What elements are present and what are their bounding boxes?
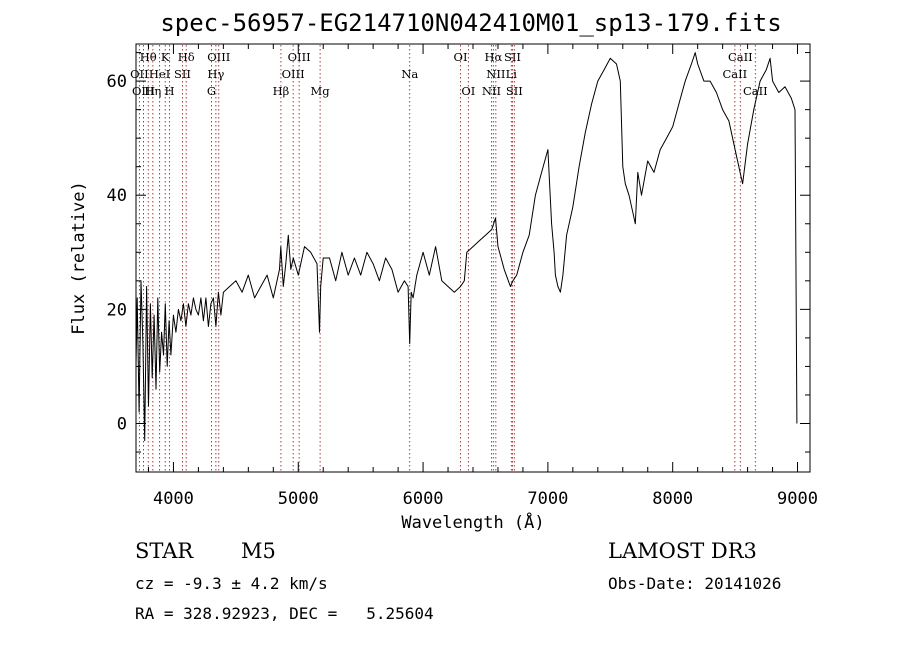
emission-line-label: CaII [728, 50, 753, 64]
y-tick-label: 40 [107, 186, 127, 206]
emission-line-label: OI [461, 84, 475, 98]
emission-line-label: OIII [282, 67, 305, 81]
observation-date: Obs-Date: 20141026 [608, 574, 782, 593]
emission-line-label: CaII [722, 67, 747, 81]
emission-line-label: SII [504, 50, 521, 64]
sky-coordinates: RA = 328.92923, DEC = 5.25604 [135, 604, 434, 623]
emission-line-label: Mg [311, 84, 331, 98]
spectrum-line [135, 52, 798, 442]
y-tick-label: 0 [117, 414, 127, 434]
emission-line-labels: Hθ OII OIII K HeI Hη SII H Hδ OIII Hγ G OIII OIII Hβ Mg… [130, 50, 768, 98]
emission-line-label: Hθ [140, 50, 157, 64]
emission-line-label: Hα [484, 50, 502, 64]
x-tick-label: 5000 [278, 489, 319, 509]
emission-line-label: Hγ [207, 67, 224, 81]
emission-line-label: SII [174, 67, 191, 81]
x-tick-label: 7000 [527, 489, 568, 509]
x-axis: 4000 5000 6000 7000 8000 9000 [147, 44, 818, 509]
emission-line-label: OII [130, 67, 149, 81]
chart-title: spec-56957-EG214710N042410M01_sp13-179.f… [160, 9, 781, 37]
x-tick-label: 6000 [403, 489, 444, 509]
x-tick-label: 9000 [777, 489, 818, 509]
redshift-velocity: cz = -9.3 ± 4.2 km/s [135, 574, 328, 593]
emission-line-label: K [161, 50, 170, 64]
x-axis-label: Wavelength (Å) [401, 511, 544, 533]
survey-name: LAMOST DR3 [608, 539, 757, 563]
plot-frame [135, 43, 811, 473]
x-tick-label: 8000 [652, 489, 693, 509]
emission-line-label: NII [486, 67, 505, 81]
emission-line-label: Hδ [178, 50, 195, 64]
object-subclass: M5 [241, 539, 276, 563]
emission-line-label: OI [454, 50, 468, 64]
emission-line-label: CaII [743, 84, 768, 98]
emission-line-label: H [165, 84, 175, 98]
emission-line-label: Hη [144, 84, 161, 98]
y-axis: 0 20 40 60 [107, 52, 810, 453]
object-type: STAR [135, 539, 194, 563]
emission-line-label: Na [401, 67, 418, 81]
y-tick-label: 20 [107, 300, 127, 320]
y-tick-label: 60 [107, 72, 127, 92]
x-tick-label: 4000 [153, 489, 194, 509]
emission-line-label: NII [482, 84, 501, 98]
emission-line-label: OIII [288, 50, 311, 64]
emission-line-label: HeI [149, 67, 170, 81]
emission-line-label: OIII [132, 84, 155, 98]
y-axis-label: Flux (relative) [69, 181, 89, 335]
emission-line-label: Hβ [273, 84, 290, 98]
emission-line-label: G [207, 84, 216, 98]
emission-line-markers [138, 45, 756, 471]
emission-line-label: SII [506, 84, 523, 98]
emission-line-label: Li [506, 67, 518, 81]
emission-line-label: OIII [207, 50, 230, 64]
